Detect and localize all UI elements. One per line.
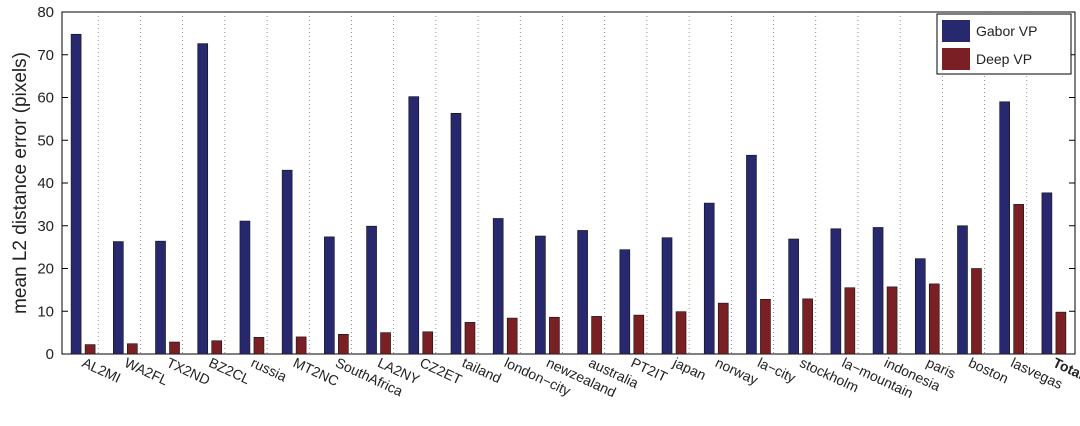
x-tick-label: la−city <box>755 354 798 385</box>
bar-deep-vp <box>844 287 856 355</box>
bar-gabor-vp <box>492 218 504 355</box>
bar-deep-vp <box>760 298 771 355</box>
x-tick-label: TX2ND <box>164 354 212 388</box>
bar-gabor-vp <box>535 235 546 355</box>
x-tick-label: norway <box>713 354 761 388</box>
bar-deep-vp <box>717 302 729 355</box>
y-tick-label: 80 <box>37 4 54 21</box>
bar-gabor-vp <box>239 220 251 355</box>
bar-gabor-vp <box>703 202 715 355</box>
bar-deep-vp <box>169 341 180 355</box>
y-tick-label: 50 <box>37 132 54 149</box>
bar-gabor-vp <box>830 228 842 355</box>
bar-gabor-vp <box>619 249 631 355</box>
bar-deep-vp <box>422 331 434 355</box>
x-tick-label: MT2NC <box>291 354 341 389</box>
y-tick-label: 40 <box>37 175 54 192</box>
legend: Gabor VP Deep VP <box>936 13 1072 75</box>
bar-deep-vp <box>1055 311 1067 355</box>
legend-label-gabor: Gabor VP <box>976 23 1037 39</box>
y-tick-label: 20 <box>37 261 54 278</box>
bar-deep-vp <box>127 343 138 355</box>
bar-gabor-vp <box>155 240 166 355</box>
bars <box>70 33 1067 355</box>
y-axis: 0 10 20 30 40 50 60 70 80 <box>37 4 1075 363</box>
bar-gabor-vp <box>197 43 209 355</box>
y-axis-title: mean L2 distance error (pixels) <box>10 52 31 314</box>
x-tick-label: japan <box>670 354 709 383</box>
bar-gabor-vp <box>113 241 124 355</box>
bar-gabor-vp <box>872 227 884 355</box>
grid-layer <box>97 12 1028 354</box>
x-tick-label: boston <box>966 354 1011 386</box>
x-tick-label: AL2MI <box>80 354 123 386</box>
bar-deep-vp <box>549 316 560 355</box>
bar-gabor-vp <box>450 113 462 355</box>
bar-gabor-vp <box>70 33 82 355</box>
legend-swatch-gabor <box>942 20 970 42</box>
bar-gabor-vp <box>366 225 377 355</box>
bar-gabor-vp <box>577 230 588 355</box>
legend-swatch-deep <box>942 48 970 70</box>
bar-gabor-vp <box>957 225 968 355</box>
y-tick-label: 70 <box>37 47 54 64</box>
x-tick-label: CZ2ET <box>418 354 465 387</box>
y-tick-label: 10 <box>37 303 54 320</box>
x-tick-label: tailand <box>460 354 504 386</box>
bar-deep-vp <box>464 322 476 355</box>
bar-gabor-vp <box>999 101 1010 355</box>
y-tick-label: 60 <box>37 90 54 107</box>
bar-gabor-vp <box>914 258 926 355</box>
bar-deep-vp <box>506 317 518 355</box>
bar-deep-vp <box>338 334 349 355</box>
bar-deep-vp <box>675 311 687 355</box>
bar-deep-vp <box>928 283 940 355</box>
bar-gabor-vp <box>661 237 673 355</box>
bar-gabor-vp <box>746 154 757 355</box>
x-tick-label: BZ2CL <box>206 354 252 387</box>
bar-deep-vp <box>802 298 813 355</box>
bar-gabor-vp <box>281 169 293 355</box>
bar-deep-vp <box>211 340 223 355</box>
bar-deep-vp <box>633 314 645 355</box>
bar-gabor-vp <box>408 96 420 355</box>
bar-deep-vp <box>1013 204 1024 355</box>
bar-deep-vp <box>886 286 898 355</box>
bar-gabor-vp <box>1041 192 1053 355</box>
bar-deep-vp <box>591 316 602 355</box>
bar-gabor-vp <box>788 238 799 355</box>
bar-deep-vp <box>971 268 982 355</box>
bar-gabor-vp <box>324 236 335 355</box>
bar-deep-vp <box>295 336 307 355</box>
y-tick-label: 0 <box>46 346 54 363</box>
x-tick-label: WA2FL <box>122 354 171 388</box>
y-tick-label: 30 <box>37 218 54 235</box>
bar-deep-vp <box>253 337 265 355</box>
legend-label-deep: Deep VP <box>976 51 1032 67</box>
x-tick-label: russia <box>249 354 290 384</box>
bar-deep-vp <box>380 332 391 355</box>
bar-deep-vp <box>84 344 96 355</box>
